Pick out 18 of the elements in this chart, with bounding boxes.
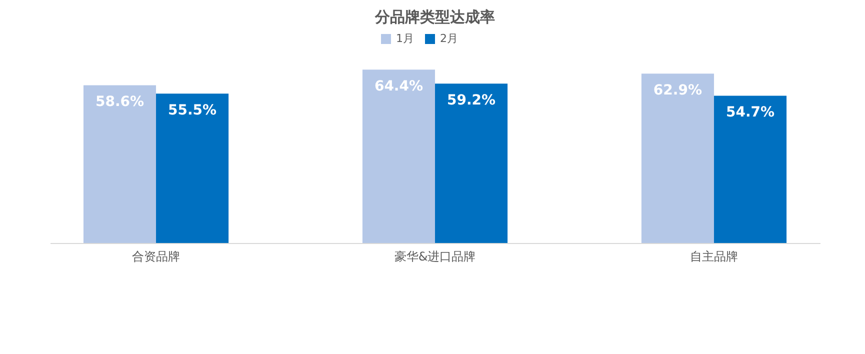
data-label: 59.2%: [446, 92, 496, 109]
bar: [156, 94, 229, 243]
legend-label: 2月: [440, 32, 458, 45]
bar: [362, 70, 435, 243]
data-label: 54.7%: [726, 104, 775, 121]
x-tick-label: 豪华&进口品牌: [394, 250, 476, 264]
bar: [435, 84, 508, 243]
data-label: 62.9%: [653, 82, 702, 99]
bar: [83, 85, 156, 243]
chart-title: 分品牌类型达成率: [374, 8, 495, 26]
data-label: 64.4%: [374, 78, 424, 95]
bar: [641, 74, 714, 243]
legend-label: 1月: [396, 32, 414, 45]
data-label: 58.6%: [95, 94, 144, 110]
data-label: 55.5%: [168, 102, 217, 119]
bar: [714, 96, 787, 243]
x-tick-label: 自主品牌: [690, 250, 738, 264]
x-tick-label: 合资品牌: [132, 250, 180, 264]
